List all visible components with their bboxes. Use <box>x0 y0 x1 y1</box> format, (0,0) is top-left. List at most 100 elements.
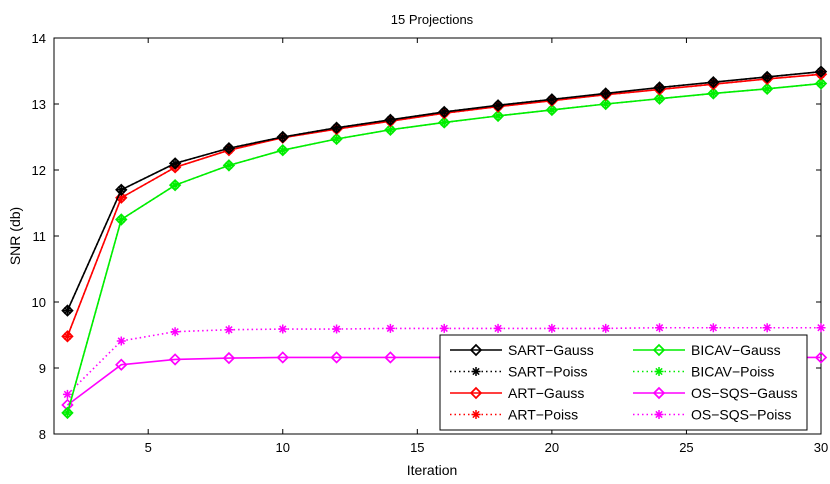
data-point <box>278 324 288 334</box>
data-point <box>384 113 397 127</box>
legend-label: BICAV−Poiss <box>691 364 774 380</box>
data-point <box>62 331 72 341</box>
data-point <box>62 306 72 316</box>
data-point <box>814 77 828 90</box>
legend-item: ART−Gauss <box>450 385 584 401</box>
legend-item: SART−Gauss <box>450 342 594 358</box>
data-point <box>222 159 236 172</box>
data-point <box>653 81 666 94</box>
legend-label: SART−Poiss <box>508 364 588 380</box>
data-point <box>708 323 718 333</box>
y-tick-label: 13 <box>32 97 46 112</box>
data-point <box>599 97 612 111</box>
axes: 5 10 15 20 25 30 8 9 10 11 12 13 14 <box>32 31 829 455</box>
chart-title: 15 Projections <box>391 12 474 27</box>
legend-label: ART−Gauss <box>508 385 584 401</box>
data-point <box>547 323 557 333</box>
legend-marker <box>652 386 666 400</box>
legend-label: BICAV−Gauss <box>691 342 781 358</box>
data-point <box>816 323 826 333</box>
data-point <box>224 325 234 335</box>
data-point <box>545 103 559 117</box>
y-tick-label: 8 <box>39 427 46 442</box>
data-point <box>222 351 236 365</box>
x-tick-label: 30 <box>814 440 828 455</box>
x-tick-label: 15 <box>410 440 424 455</box>
series-layer <box>61 65 828 420</box>
series-bicav-gauss <box>61 77 828 420</box>
data-point <box>276 351 289 364</box>
data-point <box>707 87 720 100</box>
data-point <box>116 336 126 346</box>
data-point <box>115 213 128 226</box>
y-tick-label: 11 <box>33 229 47 244</box>
data-point <box>222 142 236 155</box>
data-point <box>384 123 397 136</box>
x-tick-label: 5 <box>145 440 152 455</box>
data-point <box>276 143 289 157</box>
y-tick-label: 10 <box>32 295 46 310</box>
data-point <box>330 351 343 364</box>
data-point <box>384 351 397 364</box>
legend-item: BICAV−Gauss <box>633 342 781 358</box>
legend-marker <box>654 367 664 376</box>
x-tick-label: 20 <box>545 440 559 455</box>
data-point <box>61 330 74 343</box>
legend-item: SART−Poiss <box>450 364 588 380</box>
data-point <box>438 105 451 119</box>
legend-marker <box>471 367 481 376</box>
data-point <box>61 406 74 420</box>
legend-item: OS−SQS−Poiss <box>633 407 791 423</box>
data-point <box>61 304 74 317</box>
data-point <box>62 408 72 418</box>
data-point <box>545 93 559 106</box>
series-line <box>66 82 822 414</box>
legend-item: OS−SQS−Gauss <box>633 385 798 401</box>
legend-label: OS−SQS−Poiss <box>691 407 791 423</box>
data-point <box>439 323 449 333</box>
data-point <box>655 323 665 333</box>
data-point <box>814 65 828 78</box>
legend-marker <box>469 386 483 400</box>
data-point <box>62 389 72 399</box>
data-point <box>493 323 503 333</box>
data-point <box>438 116 451 129</box>
data-point <box>760 82 774 96</box>
y-tick-label: 12 <box>32 163 46 178</box>
legend-item: ART−Poiss <box>450 407 578 423</box>
legend-marker <box>471 410 481 419</box>
data-point <box>276 130 289 144</box>
legend-marker <box>652 343 666 357</box>
legend-marker <box>654 410 664 419</box>
data-point <box>115 183 128 197</box>
data-point <box>491 109 505 123</box>
data-point <box>168 353 182 366</box>
data-point <box>762 323 772 333</box>
y-tick-label: 14 <box>32 31 46 46</box>
data-point <box>814 351 828 364</box>
legend: SART−Gauss SART−Poiss ART−Gauss ART−Poiss BI… <box>439 334 808 431</box>
data-point <box>601 323 611 333</box>
data-point <box>330 132 343 146</box>
data-point <box>760 70 774 84</box>
data-point <box>168 178 182 192</box>
data-point <box>385 323 395 333</box>
legend-label: OS−SQS−Gauss <box>691 385 798 401</box>
data-point <box>170 327 180 337</box>
x-tick-label: 10 <box>276 440 290 455</box>
series-line <box>66 70 822 311</box>
x-axis-label: Iteration <box>407 462 458 478</box>
y-tick-label: 9 <box>39 361 46 376</box>
data-point <box>115 358 128 371</box>
data-point <box>707 76 720 89</box>
series-os-sqs-poiss <box>62 323 826 399</box>
data-point <box>491 99 505 112</box>
legend-label: SART−Gauss <box>508 342 594 358</box>
data-point <box>168 157 182 170</box>
series-sart-gauss <box>61 65 828 317</box>
y-axis-label: SNR (db) <box>7 207 23 265</box>
legend-label: ART−Poiss <box>508 407 578 423</box>
data-point <box>599 87 612 100</box>
x-tick-label: 25 <box>679 440 693 455</box>
